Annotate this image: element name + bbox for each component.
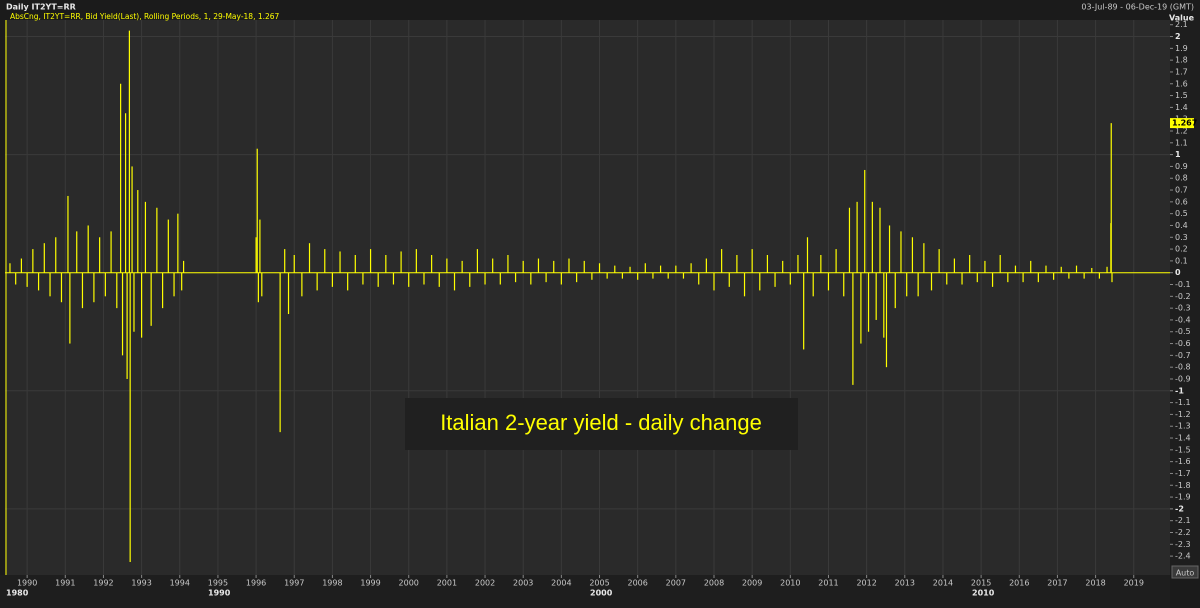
- decade-label: 1980: [6, 589, 29, 598]
- y-tick-label: -2.1: [1175, 516, 1191, 525]
- y-tick-label: 1.1: [1175, 138, 1188, 147]
- decade-label: 1990: [208, 589, 231, 598]
- legend: AbsCng, IT2YT=RR, Bid Yield(Last), Rolli…: [10, 12, 280, 21]
- x-tick-label: 2000: [399, 579, 419, 588]
- y-tick-label: 0.8: [1175, 174, 1188, 183]
- auto-button[interactable]: [1171, 565, 1199, 579]
- y-tick-label: -2.3: [1175, 540, 1191, 549]
- plot-area: [5, 20, 1170, 575]
- y-tick-label: 0.9: [1175, 162, 1188, 171]
- y-tick-label: -2.4: [1175, 552, 1191, 561]
- date-range: 03-Jul-89 - 06-Dec-19 (GMT): [1081, 3, 1194, 12]
- y-tick-label: 2: [1175, 32, 1181, 41]
- y-tick-label: -0.2: [1175, 292, 1191, 301]
- y-tick-label: -1.3: [1175, 422, 1191, 431]
- y-tick-label: 0.7: [1175, 186, 1188, 195]
- x-tick-label: 1999: [360, 579, 380, 588]
- x-tick-label: 1995: [208, 579, 228, 588]
- y-tick-label: -1.9: [1175, 493, 1191, 502]
- x-tick-label: 2003: [513, 579, 533, 588]
- y-tick-label: 1.8: [1175, 56, 1188, 65]
- x-tick-label: 2006: [627, 579, 647, 588]
- auto-button-label[interactable]: Auto: [1176, 569, 1195, 578]
- y-tick-label: 0.5: [1175, 209, 1188, 218]
- x-tick-label: 2014: [933, 579, 953, 588]
- y-tick-label: -1: [1175, 386, 1184, 395]
- x-tick-label: 2018: [1085, 579, 1105, 588]
- y-tick-label: 1.6: [1175, 79, 1188, 88]
- x-tick-label: 2019: [1124, 579, 1144, 588]
- x-tick-label: 2017: [1047, 579, 1067, 588]
- annotation: Italian 2-year yield - daily change: [440, 410, 762, 435]
- y-tick-label: 1.7: [1175, 67, 1188, 76]
- y-tick-label: -2: [1175, 504, 1184, 513]
- y-tick-label: -0.1: [1175, 280, 1191, 289]
- y-tick-label: 0: [1175, 268, 1181, 277]
- y-tick-label: 0.4: [1175, 221, 1188, 230]
- x-tick-label: 1998: [322, 579, 342, 588]
- y-tick-label: -1.1: [1175, 398, 1191, 407]
- y-tick-label: 1: [1175, 150, 1181, 159]
- x-tick-label: 2001: [437, 579, 457, 588]
- decade-label: 2000: [590, 589, 613, 598]
- y-tick-label: -0.9: [1175, 374, 1191, 383]
- y-tick-label: 1.9: [1175, 44, 1188, 53]
- y-tick-label: 1.5: [1175, 91, 1188, 100]
- x-tick-label: 2004: [551, 579, 571, 588]
- y-tick-label: -0.4: [1175, 315, 1191, 324]
- last-value-label: 1.267: [1172, 119, 1197, 128]
- x-tick-label: 1992: [93, 579, 113, 588]
- y-tick-label: -1.4: [1175, 434, 1191, 443]
- y-tick-label: -0.8: [1175, 363, 1191, 372]
- x-tick-label: 2009: [742, 579, 762, 588]
- x-tick-label: 2008: [704, 579, 724, 588]
- y-tick-label: -0.7: [1175, 351, 1191, 360]
- y-tick-label: 2.1: [1175, 20, 1188, 29]
- grid: [5, 20, 1170, 575]
- y-tick-label: 0.2: [1175, 245, 1188, 254]
- x-tick-label: 2007: [666, 579, 686, 588]
- y-tick-label: 0.3: [1175, 233, 1188, 242]
- x-tick-label: 1994: [170, 579, 190, 588]
- chart-header: Daily IT2YT=RR: [6, 3, 76, 12]
- y-tick-label: -2.2: [1175, 528, 1191, 537]
- x-tick-label: 2005: [589, 579, 609, 588]
- x-tick-label: 1993: [131, 579, 151, 588]
- x-axis-panel: [0, 575, 1170, 608]
- x-tick-label: 1990: [17, 579, 37, 588]
- x-tick-label: 2011: [818, 579, 838, 588]
- x-tick-label: 2013: [895, 579, 915, 588]
- x-tick-label: 2010: [780, 579, 800, 588]
- y-tick-label: 1.4: [1175, 103, 1188, 112]
- x-tick-label: 2015: [971, 579, 991, 588]
- x-tick-label: 1991: [55, 579, 75, 588]
- y-tick-label: -0.5: [1175, 327, 1191, 336]
- y-tick-label: -1.7: [1175, 469, 1191, 478]
- x-tick-label: 2012: [856, 579, 876, 588]
- y-tick-label: 1.2: [1175, 127, 1188, 136]
- y-tick-label: -0.6: [1175, 339, 1191, 348]
- y-tick-label: -1.2: [1175, 410, 1191, 419]
- y-tick-label: -1.5: [1175, 445, 1191, 454]
- y-axis-title: Value: [1169, 14, 1195, 23]
- x-tick-label: 1996: [246, 579, 266, 588]
- last-value-box: [1170, 118, 1194, 129]
- y-tick-label: 0.1: [1175, 256, 1188, 265]
- annotation-box: [405, 398, 798, 450]
- y-axis-panel: [1170, 20, 1200, 575]
- marks: [5, 20, 1170, 575]
- y-tick-label: -1.6: [1175, 457, 1191, 466]
- x-tick-label: 2016: [1009, 579, 1029, 588]
- y-tick-label: -1.8: [1175, 481, 1191, 490]
- y-tick-label: -0.3: [1175, 304, 1191, 313]
- decade-label: 2010: [972, 589, 995, 598]
- x-tick-label: 2002: [475, 579, 495, 588]
- y-tick-label: 0.6: [1175, 197, 1188, 206]
- x-tick-label: 1997: [284, 579, 304, 588]
